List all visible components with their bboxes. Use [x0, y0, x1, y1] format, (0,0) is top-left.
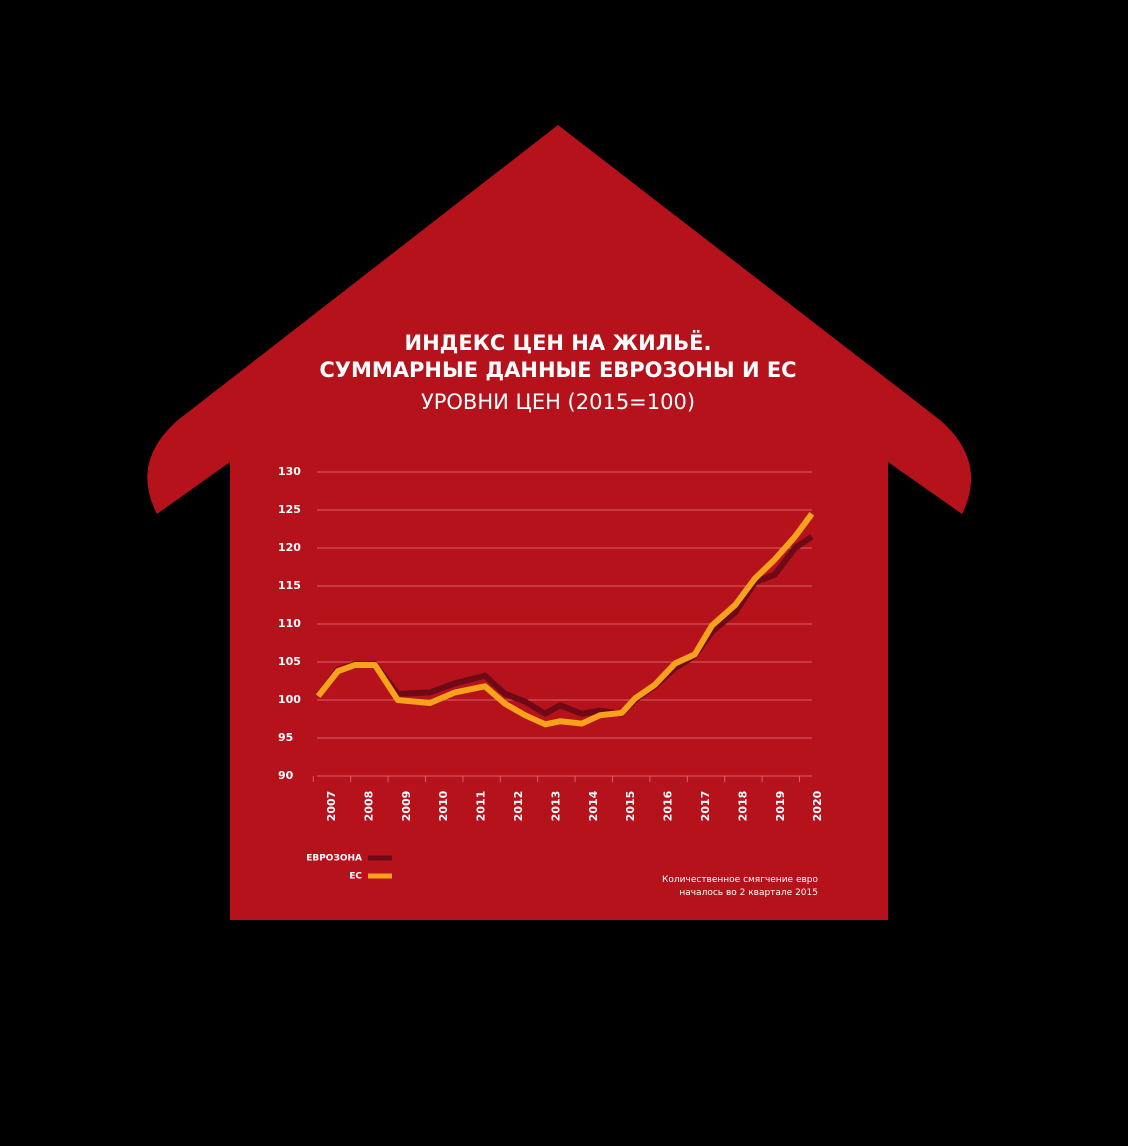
y-tick-label: 120 [278, 541, 301, 554]
x-tick-label: 2013 [549, 791, 562, 822]
x-tick-label: 2018 [736, 791, 749, 822]
x-tick-label: 2020 [811, 790, 824, 821]
legend-label: ЕС [349, 872, 362, 882]
y-tick-label: 110 [278, 617, 301, 630]
chart-title: ИНДЕКС ЦЕН НА ЖИЛЬЁ. [405, 330, 712, 355]
y-tick-label: 125 [278, 503, 301, 516]
x-tick-label: 2017 [699, 791, 712, 822]
y-tick-label: 100 [278, 693, 301, 706]
x-tick-label: 2012 [512, 791, 525, 822]
x-tick-label: 2016 [662, 790, 675, 821]
note: Количественное смягчение евро [662, 875, 818, 885]
x-tick-label: 2009 [400, 791, 413, 822]
x-tick-label: 2014 [587, 790, 600, 821]
y-tick-label: 130 [278, 465, 301, 478]
series-line [315, 512, 815, 728]
chart-title: СУММАРНЫЕ ДАННЫЕ ЕВРОЗОНЫ И ЕС [319, 358, 796, 382]
x-tick-label: 2015 [624, 791, 637, 822]
house-shape [147, 125, 972, 920]
series-line [315, 534, 814, 717]
y-tick-label: 115 [278, 579, 301, 592]
x-tick-label: 2019 [774, 791, 787, 822]
x-tick-label: 2007 [325, 791, 338, 822]
y-tick-label: 95 [278, 731, 293, 744]
x-tick-label: 2011 [475, 791, 488, 822]
legend-label: ЕВРОЗОНА [306, 854, 362, 864]
y-tick-label: 90 [278, 769, 294, 782]
y-tick-label: 105 [278, 655, 301, 668]
note: началось во 2 квартале 2015 [679, 888, 818, 898]
chart-subtitle: УРОВНИ ЦЕН (2015=100) [421, 390, 695, 414]
x-tick-label: 2008 [362, 791, 375, 822]
x-tick-label: 2010 [437, 790, 450, 821]
